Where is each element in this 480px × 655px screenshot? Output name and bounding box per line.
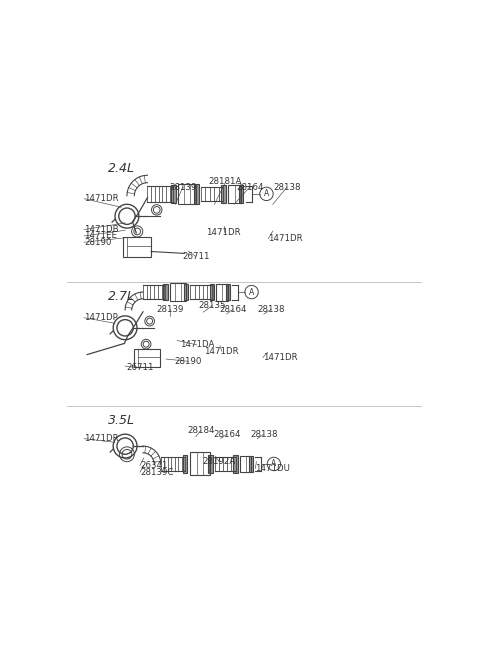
Bar bbox=[178, 183, 196, 204]
Bar bbox=[249, 456, 253, 472]
Text: 28138: 28138 bbox=[273, 183, 300, 192]
Text: 1471DR: 1471DR bbox=[268, 234, 303, 243]
Bar bbox=[170, 283, 186, 301]
Text: 1471DR: 1471DR bbox=[84, 195, 119, 203]
Bar bbox=[163, 284, 168, 301]
Text: 28135: 28135 bbox=[199, 301, 226, 310]
Text: 28139: 28139 bbox=[169, 183, 196, 192]
Text: 2.7L: 2.7L bbox=[108, 290, 135, 303]
Bar bbox=[233, 455, 238, 473]
Text: A: A bbox=[264, 189, 269, 198]
Text: 28139C: 28139C bbox=[140, 468, 173, 477]
Text: 28164: 28164 bbox=[236, 183, 264, 192]
Bar bbox=[240, 456, 251, 472]
Bar bbox=[183, 284, 188, 301]
Bar bbox=[182, 455, 187, 474]
Bar bbox=[221, 185, 226, 203]
Text: 28181A: 28181A bbox=[209, 178, 242, 187]
Text: 1471DA: 1471DA bbox=[180, 341, 214, 349]
Text: 3.5L: 3.5L bbox=[108, 415, 135, 427]
Text: A: A bbox=[271, 459, 276, 468]
Text: 26341: 26341 bbox=[140, 461, 168, 470]
Text: 28138: 28138 bbox=[250, 430, 277, 439]
Text: 1471DR: 1471DR bbox=[84, 434, 119, 443]
Bar bbox=[123, 236, 151, 257]
Text: 28164: 28164 bbox=[213, 430, 240, 439]
Text: 1471DR: 1471DR bbox=[204, 346, 239, 356]
Text: A: A bbox=[249, 288, 254, 297]
Text: 1471EE: 1471EE bbox=[84, 231, 117, 240]
Bar bbox=[194, 184, 199, 204]
Bar bbox=[226, 284, 230, 300]
Text: 28190: 28190 bbox=[84, 238, 111, 247]
Bar bbox=[190, 453, 210, 476]
Bar bbox=[210, 284, 214, 301]
Text: 1471DR: 1471DR bbox=[263, 353, 298, 362]
Text: 28184: 28184 bbox=[187, 426, 215, 435]
Bar bbox=[208, 455, 213, 474]
Text: 1471DP: 1471DP bbox=[84, 313, 118, 322]
Text: 28190: 28190 bbox=[175, 357, 202, 365]
Text: 28138: 28138 bbox=[258, 305, 285, 314]
Bar bbox=[216, 284, 228, 301]
Text: 28139: 28139 bbox=[156, 305, 183, 314]
Text: 1471DU: 1471DU bbox=[255, 464, 290, 473]
Text: 28164: 28164 bbox=[219, 305, 247, 314]
Text: 26711: 26711 bbox=[182, 252, 210, 261]
Text: 1471DR: 1471DR bbox=[206, 228, 241, 236]
Bar bbox=[228, 185, 241, 203]
Text: 26711: 26711 bbox=[126, 364, 154, 373]
Bar bbox=[134, 349, 160, 367]
Bar bbox=[239, 185, 243, 203]
Text: 2.4L: 2.4L bbox=[108, 162, 135, 176]
Bar bbox=[171, 185, 176, 203]
Text: 28192A: 28192A bbox=[203, 457, 236, 466]
Text: 1471DB: 1471DB bbox=[84, 225, 119, 234]
